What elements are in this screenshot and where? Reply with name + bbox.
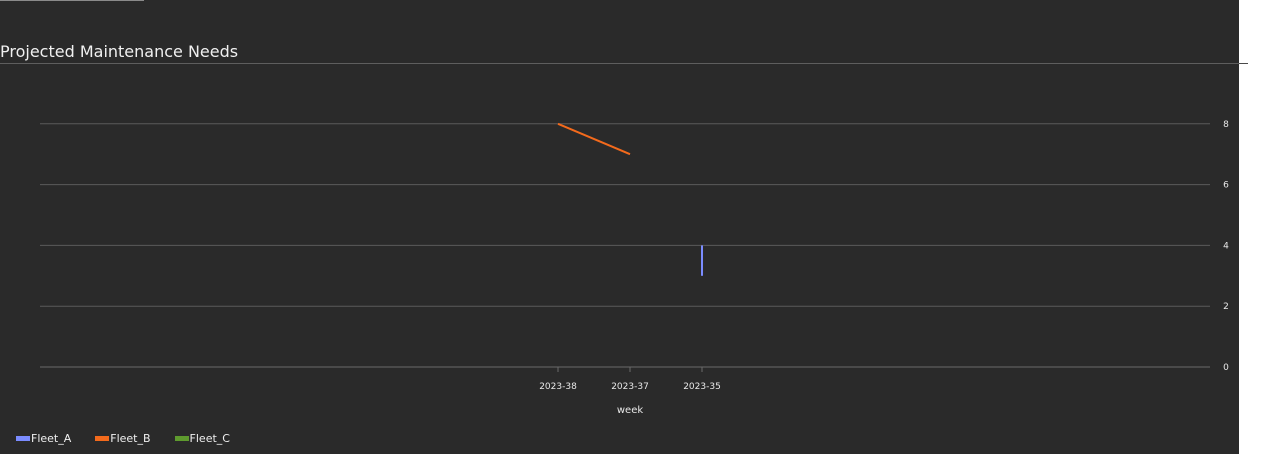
legend: Fleet_A Fleet_B Fleet_C (16, 432, 254, 445)
gridlines (40, 123, 1210, 368)
x-axis: 2023-38 2023-37 2023-35 (539, 367, 721, 392)
y-tick-label: 8 (1223, 120, 1229, 130)
legend-swatch (174, 436, 189, 441)
y-tick-label: 2 (1223, 302, 1229, 312)
legend-item-fleet_c[interactable]: Fleet_C (174, 432, 230, 445)
series-lines (557, 122, 703, 276)
legend-label: Fleet_C (189, 432, 230, 445)
y-axis: 0 2 4 6 8 (1223, 120, 1229, 373)
edge-divider (1239, 63, 1248, 64)
x-axis-title: week (617, 405, 643, 416)
y-tick-label: 6 (1223, 181, 1229, 191)
legend-label: Fleet_A (31, 432, 72, 445)
horizontal-scrollbar[interactable] (0, 0, 144, 1)
legend-item-fleet_b[interactable]: Fleet_B (95, 432, 151, 445)
title-divider (0, 63, 1239, 64)
x-tick-label: 2023-35 (683, 382, 721, 392)
chart-panel: Projected Maintenance Needs 2023-38 2023-… (0, 0, 1239, 454)
x-tick-label: 2023-38 (539, 382, 577, 392)
y-tick-label: 0 (1223, 363, 1229, 373)
legend-item-fleet_a[interactable]: Fleet_A (16, 432, 71, 445)
series-line-fleet_b[interactable] (557, 122, 631, 156)
legend-label: Fleet_B (110, 432, 151, 445)
panel-title: Projected Maintenance Needs (0, 42, 239, 61)
legend-swatch (95, 436, 110, 441)
legend-swatch (16, 436, 30, 441)
line-chart: 2023-38 2023-37 2023-35 0 2 4 6 8 week (40, 120, 1229, 416)
x-tick-label: 2023-37 (611, 382, 649, 392)
y-tick-label: 4 (1223, 241, 1229, 251)
